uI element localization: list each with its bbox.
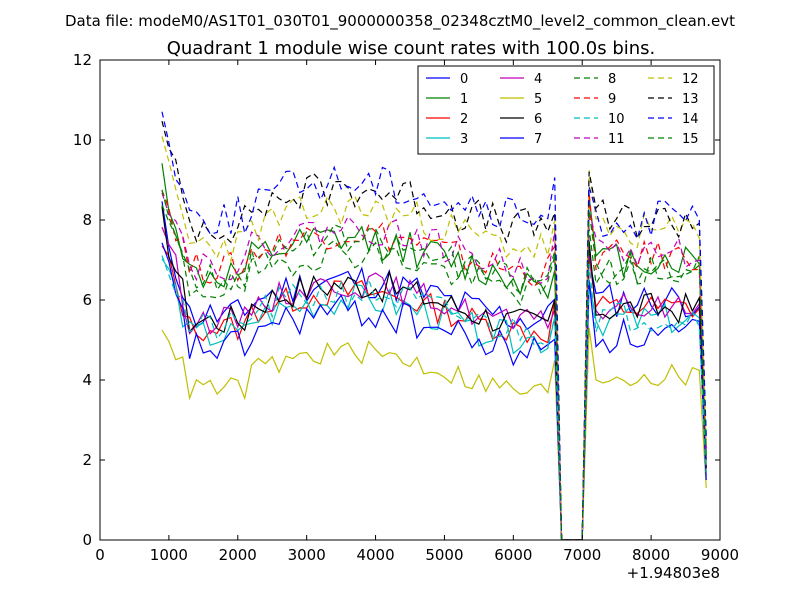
chart-title: Quadrant 1 module wise count rates with …	[167, 38, 656, 59]
legend-label-10: 10	[608, 112, 625, 127]
x-offset-label: +1.94803e8	[627, 564, 720, 582]
legend-box	[417, 65, 715, 155]
series-line-4	[161, 226, 707, 540]
legend-label-4: 4	[534, 72, 542, 87]
y-tick-label: 12	[73, 51, 92, 69]
legend-label-14: 14	[682, 112, 699, 127]
axis-ticks: 0 1000 2000 3000 4000 5000 6000 7000 8000 9000 0 2 4…	[73, 51, 739, 564]
series-line-5	[161, 327, 707, 540]
series-line-12	[161, 136, 707, 540]
y-tick-label: 10	[73, 131, 92, 149]
x-tick-label: 4000	[356, 546, 394, 564]
x-tick-label: 5000	[425, 546, 463, 564]
legend-label-12: 12	[682, 72, 699, 87]
series-line-7	[161, 242, 707, 540]
x-tick-label: 6000	[494, 546, 532, 564]
series-line-8	[161, 204, 707, 540]
y-tick-label: 8	[82, 211, 92, 229]
legend-label-13: 13	[682, 92, 699, 107]
y-tick-label: 6	[82, 291, 92, 309]
legend-label-0: 0	[460, 72, 468, 87]
x-tick-label: 0	[95, 546, 105, 564]
series-line-9	[161, 190, 707, 540]
x-tick-label: 2000	[219, 546, 257, 564]
series-line-2	[161, 245, 707, 540]
legend-label-8: 8	[608, 72, 616, 87]
legend-label-9: 9	[608, 92, 616, 107]
series-line-11	[161, 192, 707, 540]
y-tick-label: 2	[82, 451, 92, 469]
series-line-3	[161, 258, 707, 540]
x-tick-label: 1000	[150, 546, 188, 564]
x-tick-label: 8000	[632, 546, 670, 564]
y-tick-label: 0	[82, 531, 92, 549]
x-tick-label: 3000	[288, 546, 326, 564]
legend-label-3: 3	[460, 132, 468, 147]
legend-label-15: 15	[682, 132, 699, 147]
x-tick-label: 7000	[563, 546, 601, 564]
legend-label-11: 11	[608, 132, 625, 147]
legend-label-2: 2	[460, 112, 468, 127]
series-line-15	[161, 189, 707, 540]
x-tick-label: 9000	[701, 546, 739, 564]
series-line-1	[161, 163, 707, 540]
series-line-0	[161, 201, 707, 540]
series-line-6	[161, 206, 707, 540]
y-tick-label: 4	[82, 371, 92, 389]
series-line-14	[161, 111, 707, 540]
series-lines	[161, 111, 707, 540]
series-line-13	[161, 120, 707, 540]
legend-label-1: 1	[460, 92, 468, 107]
legend-label-5: 5	[534, 92, 542, 107]
chart-suptitle: Data file: modeM0/AS1T01_030T01_90000003…	[65, 12, 735, 31]
legend-label-7: 7	[534, 132, 542, 147]
series-line-10	[161, 255, 707, 540]
legend-label-6: 6	[534, 112, 542, 127]
